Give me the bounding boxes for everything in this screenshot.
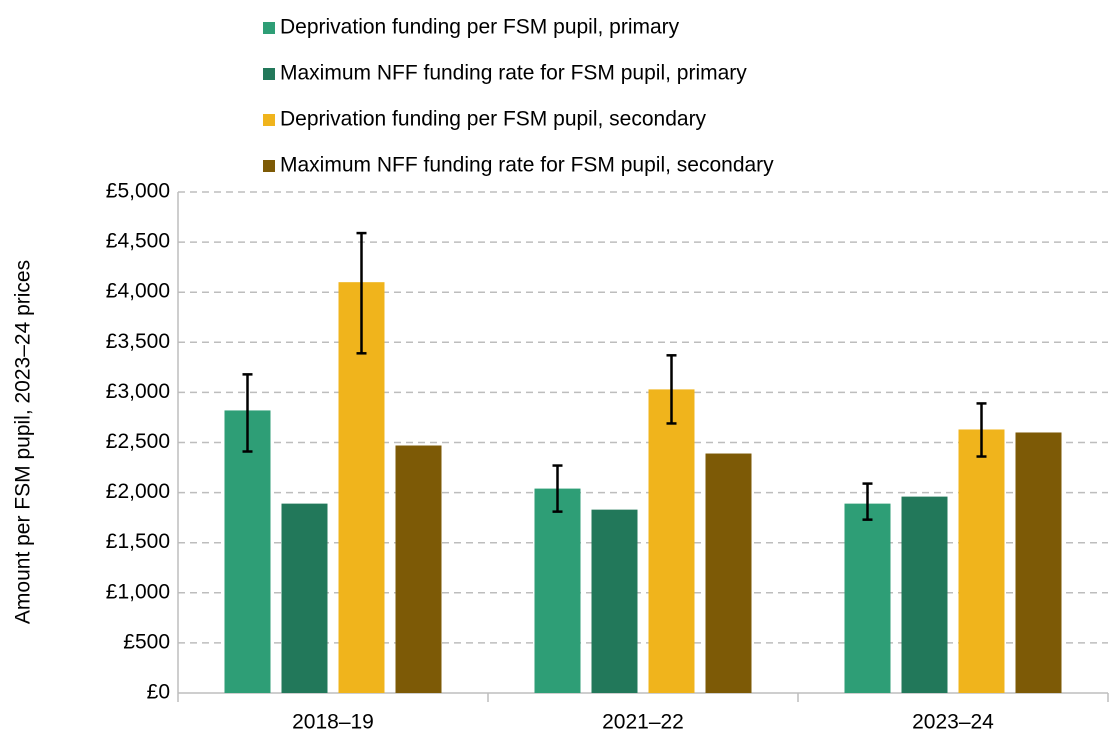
error-bar	[666, 354, 677, 425]
legend-swatch	[263, 68, 275, 80]
legend-swatch	[263, 114, 275, 126]
bar	[705, 453, 752, 693]
y-tick-label: £4,000	[106, 280, 170, 303]
bar	[534, 488, 581, 693]
y-axis-label: Amount per FSM pupil, 2023–24 prices	[12, 260, 35, 624]
bar	[901, 496, 948, 693]
error-bar	[862, 482, 873, 521]
legend-swatch	[263, 22, 275, 34]
error-bar	[552, 464, 563, 513]
bar	[844, 503, 891, 693]
bar	[224, 410, 271, 693]
x-tick-label: 2018–19	[292, 711, 374, 734]
legend-label: Maximum NFF funding rate for FSM pupil, …	[280, 62, 747, 85]
legend-swatch	[263, 160, 275, 172]
bar	[281, 503, 328, 693]
error-bar	[976, 402, 987, 458]
y-tick-label: £1,500	[106, 530, 170, 553]
bar	[648, 389, 695, 693]
y-tick-label: £2,000	[106, 480, 170, 503]
legend-label: Deprivation funding per FSM pupil, prima…	[280, 16, 680, 39]
y-tick-label: £5,000	[106, 180, 170, 203]
y-tick-label: £0	[147, 681, 170, 704]
x-tick-label: 2023–24	[912, 711, 994, 734]
x-tick-label: 2021–22	[602, 711, 684, 734]
y-tick-label: £4,500	[106, 230, 170, 253]
error-bar	[242, 373, 253, 453]
legend-label: Deprivation funding per FSM pupil, secon…	[280, 108, 707, 131]
legend-label: Maximum NFF funding rate for FSM pupil, …	[280, 154, 774, 177]
error-bar	[356, 231, 367, 355]
y-tick-label: £500	[123, 630, 170, 653]
y-tick-label: £2,500	[106, 430, 170, 453]
bar	[591, 509, 638, 693]
y-tick-label: £3,500	[106, 330, 170, 353]
bar	[958, 429, 1005, 693]
y-tick-label: £3,000	[106, 380, 170, 403]
bar	[1015, 432, 1062, 693]
bar	[395, 445, 442, 693]
y-tick-label: £1,000	[106, 580, 170, 603]
